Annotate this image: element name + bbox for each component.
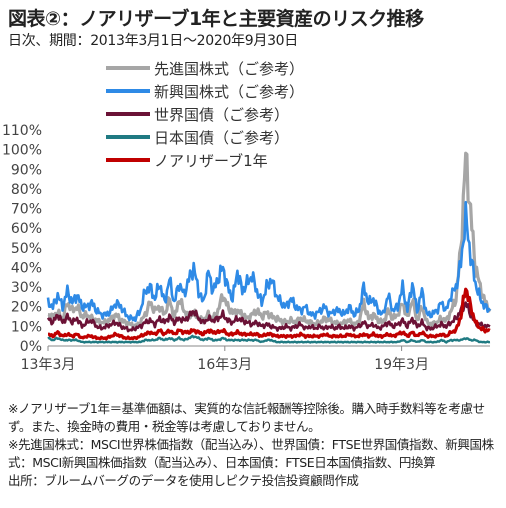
y-tick-label: 90% (11, 162, 42, 178)
series-line-1 (46, 200, 492, 323)
y-tick-label: 10% (11, 319, 42, 335)
risk-line-chart: 0% 10% 20% 30% 40% 50% 60% 70% 80% 90% 100% 110% 13年… (2, 60, 492, 373)
y-tick-label: 30% (11, 280, 42, 296)
chart-title: 図表②：ノアリザーブ1年と主要資産のリスク推移 (8, 8, 424, 30)
x-tick-label: 19年3月 (374, 357, 429, 373)
y-tick-label: 110% (2, 123, 42, 139)
series-line-4 (47, 287, 491, 341)
footnote-source: 出所：ブルームバーグのデータを使用しピクテ投信投資顧問作成 (8, 473, 359, 488)
y-tick-label: 100% (2, 143, 42, 159)
footnotes: ※ノアリザーブ1年＝基準価額は、実質的な信託報酬等控除後。購入時手数料等を考慮せ… (8, 400, 500, 490)
y-tick-label: 20% (11, 300, 42, 316)
series-line-0 (47, 151, 492, 330)
y-tick-label: 60% (11, 221, 42, 237)
chart-subtitle: 日次、期間：2013年3月1日～2020年9月30日 (8, 33, 298, 49)
footnote-noah-reserve: ※ノアリザーブ1年＝基準価額は、実質的な信託報酬等控除後。購入時手数料等を考慮せ… (8, 401, 485, 434)
y-tick-label: 80% (11, 182, 42, 198)
legend-label-3: 日本国債（ご参考） (154, 129, 289, 147)
y-tick-label: 40% (11, 260, 42, 276)
series-line-3 (47, 334, 491, 344)
legend-label-4: ノアリザーブ1年 (154, 152, 268, 170)
y-tick-label: 50% (11, 241, 42, 257)
legend-label-2: 世界国債（ご参考） (154, 106, 289, 124)
x-tick-label: 16年3月 (197, 357, 252, 373)
y-tick-label: 0% (20, 339, 42, 355)
legend-label-1: 新興国株式（ご参考） (154, 83, 304, 101)
legend-label-0: 先進国株式（ご参考） (154, 60, 304, 78)
y-tick-label: 70% (11, 202, 42, 218)
footnote-indices: ※先進国株式：MSCI世界株価指数（配当込み）、世界国債：FTSE世界国債指数、… (8, 437, 494, 470)
x-tick-label: 13年3月 (21, 357, 76, 373)
series-line-2 (46, 301, 491, 333)
